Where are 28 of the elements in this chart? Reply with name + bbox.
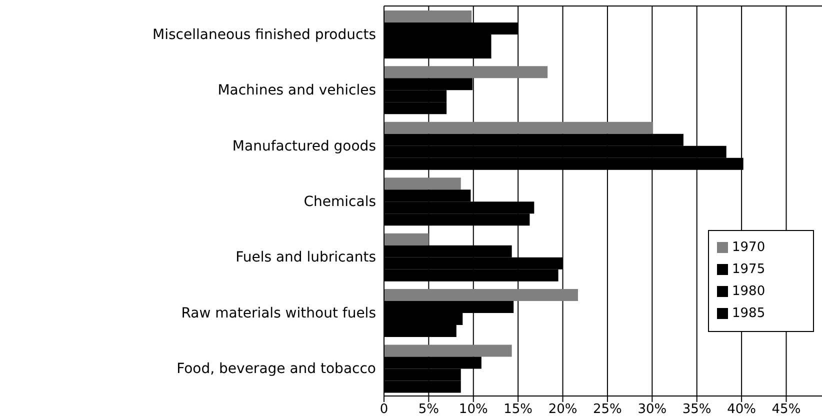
legend-label: 1975: [732, 262, 766, 277]
bar: [384, 233, 429, 246]
x-tick-label: 45%: [772, 402, 801, 418]
x-tick-label: 20%: [548, 402, 578, 418]
x-tick-label: 40%: [727, 402, 756, 418]
bar: [384, 178, 461, 190]
y-tick-label: Machines and vehicles: [218, 82, 376, 99]
y-tick-label: Manufactured goods: [232, 138, 376, 154]
y-tick-label: Fuels and lubricants: [236, 250, 376, 266]
bar: [384, 122, 654, 134]
x-tick-label: 15%: [504, 402, 533, 418]
y-tick-label: Food, beverage and tobacco: [176, 361, 376, 378]
y-tick-label: Chemicals: [304, 194, 376, 210]
y-tick-label: Miscellaneous finished products: [152, 26, 376, 43]
bar: [384, 289, 578, 302]
x-tick-label: 25%: [593, 402, 622, 418]
x-tick-label: 0: [380, 402, 388, 418]
legend-label: 1980: [732, 284, 766, 299]
x-tick-label: 35%: [682, 402, 712, 418]
y-tick-label: Raw materials without fuels: [181, 305, 376, 322]
bar: [384, 66, 548, 78]
bar: [384, 10, 472, 22]
x-tick-label: 10%: [458, 402, 488, 418]
x-tick-label: 5%: [418, 402, 440, 418]
x-tick-label: 30%: [638, 402, 667, 418]
legend-label: 1985: [732, 306, 766, 321]
bar: [384, 344, 512, 357]
legend-label: 1970: [732, 240, 766, 255]
